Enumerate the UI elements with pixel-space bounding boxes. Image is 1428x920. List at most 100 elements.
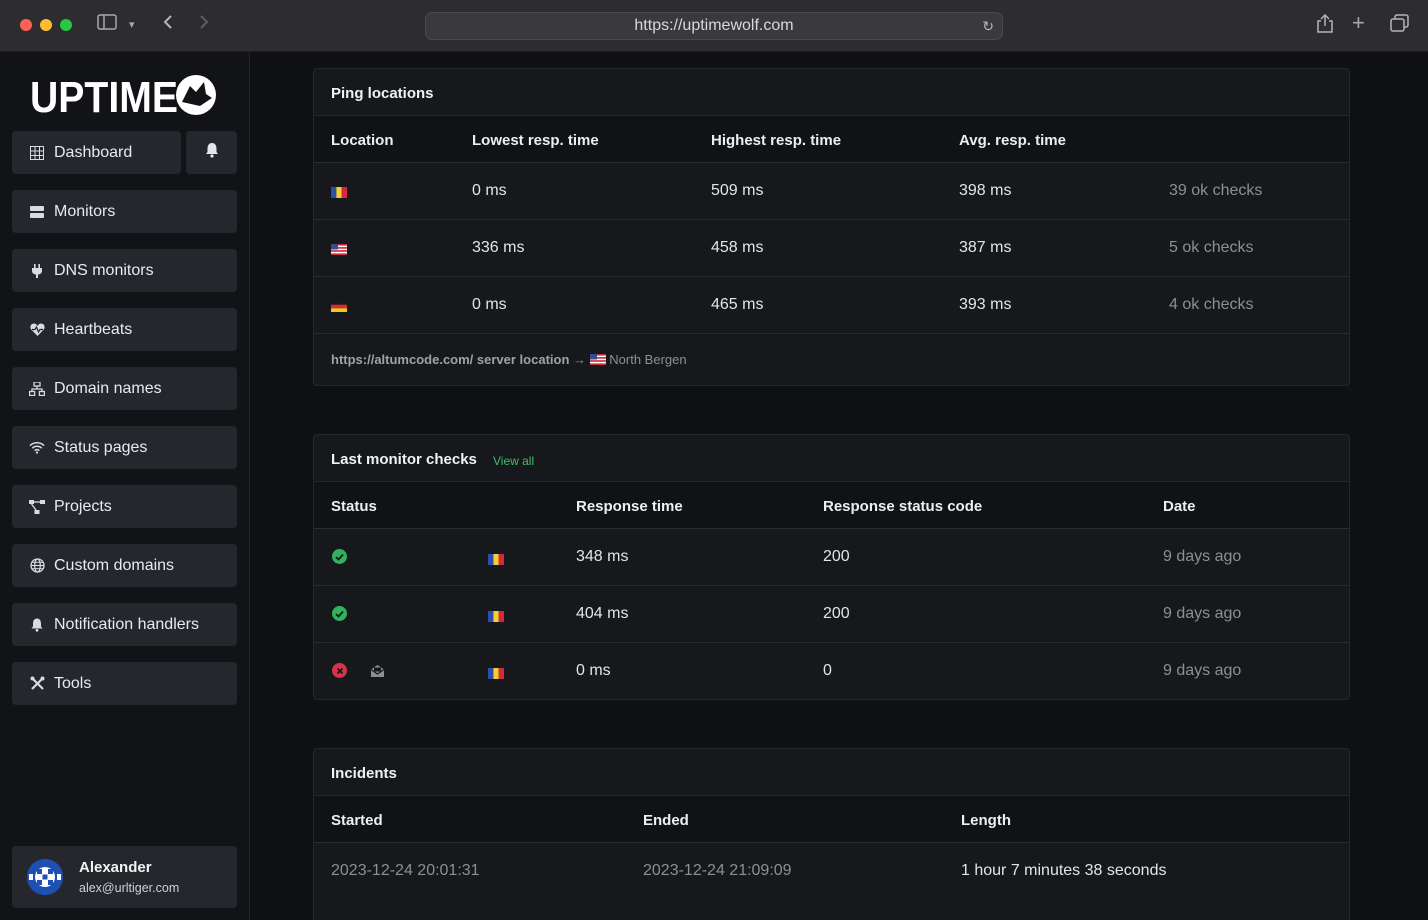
tools-icon — [29, 676, 45, 692]
sidebar-item-label: Notification handlers — [54, 615, 199, 633]
sidebar-item-status-pages[interactable]: Status pages — [12, 426, 237, 469]
table-row: 0 ms 465 ms 393 ms 4 ok checks — [314, 277, 1349, 334]
logo-text: UPTIME — [30, 73, 178, 120]
sidebar-item-label: DNS monitors — [54, 261, 154, 279]
zoom-window-button[interactable] — [60, 19, 72, 31]
column-header: Ended — [643, 812, 689, 829]
sidebar-item-label: Dashboard — [54, 143, 133, 161]
table-row: 336 ms 458 ms 387 ms 5 ok checks — [314, 220, 1349, 277]
column-header: Date — [1163, 498, 1196, 515]
response-time: 348 ms — [576, 548, 629, 565]
card-title: Ping locations — [331, 85, 434, 102]
card-title: Incidents — [331, 765, 397, 782]
heart-pulse-icon — [29, 322, 45, 338]
check-date: 9 days ago — [1163, 605, 1242, 622]
sidebar-item-label: Monitors — [54, 202, 116, 220]
incident-length: 1 hour 7 minutes 38 seconds — [961, 862, 1167, 879]
ok-checks-count: 39 ok checks — [1169, 182, 1263, 199]
column-header: Location — [331, 132, 394, 149]
share-icon[interactable] — [1316, 13, 1334, 41]
bell-icon — [29, 617, 45, 633]
sidebar-item-domain-names[interactable]: Domain names — [12, 367, 237, 410]
column-header: Length — [961, 812, 1011, 829]
lowest-resp-time: 0 ms — [472, 182, 507, 199]
table-row: 0 ms 509 ms 398 ms 39 ok checks — [314, 163, 1349, 220]
server-location-note: https://altumcode.com/ server location →… — [331, 352, 687, 368]
check-date: 9 days ago — [1163, 662, 1242, 679]
chevron-down-icon[interactable]: ▾ — [129, 19, 135, 31]
sidebar-item-label: Heartbeats — [54, 320, 133, 338]
response-time: 0 ms — [576, 662, 611, 679]
sidebar-item-projects[interactable]: Projects — [12, 485, 237, 528]
germany-flag-icon — [331, 299, 347, 312]
sidebar-item-notification-handlers[interactable]: Notification handlers — [12, 603, 237, 646]
sidebar-item-custom-domains[interactable]: Custom domains — [12, 544, 237, 587]
avg-resp-time: 393 ms — [959, 296, 1012, 313]
reload-icon[interactable]: ↻ — [982, 18, 994, 34]
forward-icon[interactable] — [198, 14, 210, 37]
table-row: 0 ms 0 9 days ago — [314, 643, 1349, 699]
grid-icon — [29, 145, 45, 161]
view-all-link[interactable]: View all — [493, 454, 535, 468]
globe-icon — [29, 558, 45, 574]
romania-flag-icon — [488, 552, 504, 565]
ok-checks-count: 4 ok checks — [1169, 296, 1254, 313]
sidebar-item-dns-monitors[interactable]: DNS monitors — [12, 249, 237, 292]
romania-flag-icon — [488, 666, 504, 679]
user-account-card[interactable]: Alexander alex@urltiger.com — [12, 846, 237, 908]
card-title: Last monitor checks — [331, 451, 477, 468]
highest-resp-time: 458 ms — [711, 239, 764, 256]
check-circle-icon — [332, 549, 347, 564]
romania-flag-icon — [331, 185, 347, 198]
avatar — [27, 859, 63, 895]
user-name: Alexander — [79, 859, 152, 876]
lowest-resp-time: 0 ms — [472, 296, 507, 313]
network-icon — [29, 381, 45, 397]
column-header: Response time — [576, 498, 683, 515]
sidebar-item-label: Custom domains — [54, 556, 175, 574]
table-row: 404 ms 200 9 days ago — [314, 586, 1349, 643]
sidebar-toggle-icon[interactable] — [97, 14, 117, 37]
table-header: Status Response time Response status cod… — [314, 481, 1349, 529]
us-flag-icon — [331, 242, 347, 255]
close-window-button[interactable] — [20, 19, 32, 31]
uptimewolf-logo[interactable]: UPTIME — [30, 72, 220, 122]
tabs-overview-icon[interactable] — [1390, 14, 1410, 39]
minimize-window-button[interactable] — [40, 19, 52, 31]
back-icon[interactable] — [162, 14, 174, 37]
address-bar[interactable]: https://uptimewolf.com ↻ — [425, 12, 1003, 40]
sidebar-item-label: Status pages — [54, 438, 148, 456]
incident-started: 2023-12-24 20:01:31 — [331, 862, 480, 879]
romania-flag-icon — [488, 609, 504, 622]
sidebar: UPTIME Dashboard Monitors DNS monitors H… — [0, 52, 250, 920]
project-diagram-icon — [29, 499, 45, 515]
sidebar-item-tools[interactable]: Tools — [12, 662, 237, 705]
column-header: Highest resp. time — [711, 132, 842, 149]
response-time: 404 ms — [576, 605, 629, 622]
wifi-icon — [29, 440, 45, 456]
notifications-button[interactable] — [186, 131, 237, 174]
table-header: Started Ended Length — [314, 795, 1349, 843]
browser-toolbar: ▾ https://uptimewolf.com ↻ + — [0, 0, 1428, 52]
highest-resp-time: 509 ms — [711, 182, 764, 199]
bell-icon — [205, 142, 219, 163]
envelope-open-icon[interactable] — [370, 664, 385, 678]
url-text: https://uptimewolf.com — [634, 17, 794, 34]
sidebar-item-label: Tools — [54, 674, 92, 692]
response-status-code: 200 — [823, 548, 850, 565]
error-circle-icon — [332, 663, 347, 678]
column-header: Response status code — [823, 498, 983, 515]
ping-locations-card: Ping locations Location Lowest resp. tim… — [313, 68, 1350, 386]
incident-ended: 2023-12-24 21:09:09 — [643, 862, 792, 879]
sidebar-item-monitors[interactable]: Monitors — [12, 190, 237, 233]
table-header: Location Lowest resp. time Highest resp.… — [314, 115, 1349, 163]
sidebar-item-heartbeats[interactable]: Heartbeats — [12, 308, 237, 351]
response-status-code: 200 — [823, 605, 850, 622]
response-status-code: 0 — [823, 662, 832, 679]
server-city: North Bergen — [609, 352, 687, 367]
incidents-card: Incidents Started Ended Length 2023-12-2… — [313, 748, 1350, 920]
new-tab-icon[interactable]: + — [1352, 10, 1365, 35]
us-flag-icon — [589, 353, 606, 368]
highest-resp-time: 465 ms — [711, 296, 764, 313]
sidebar-item-dashboard[interactable]: Dashboard — [12, 131, 181, 174]
